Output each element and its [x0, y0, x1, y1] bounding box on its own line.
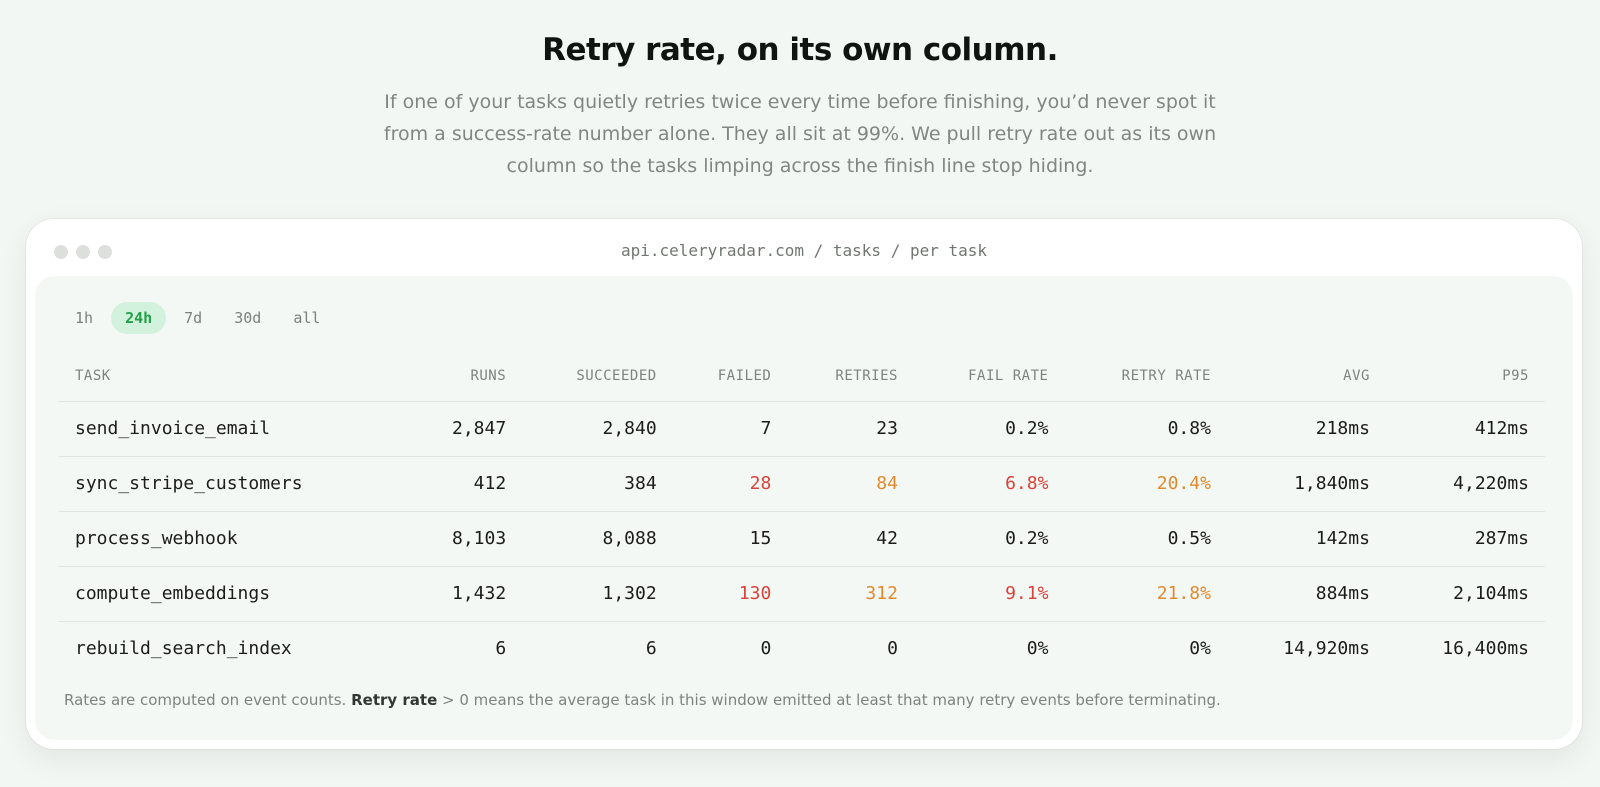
cell-succeeded: 8,088	[522, 511, 673, 567]
cell-p95: 4,220ms	[1385, 456, 1545, 512]
cell-failed: 7	[672, 401, 788, 457]
cell-task: sync_stripe_customers	[59, 456, 407, 512]
column-header-avg: AVG	[1226, 352, 1386, 402]
cell-avg: 14,920ms	[1283, 638, 1370, 660]
cell-retry-rate: 0.8%	[1064, 401, 1227, 457]
cell-failed: 0	[760, 638, 772, 660]
table-row[interactable]: rebuild_search_index 6 6 0 0 0% 0% 14,920ms 16,4…	[59, 621, 1545, 676]
cell-p95: 2,104ms	[1385, 566, 1545, 622]
hero: Retry rate, on its own column. If one of…	[0, 0, 1600, 182]
time-range-selector: 1h 24h 7d 30d all	[61, 302, 334, 334]
table-row[interactable]: send_invoice_email 2,847 2,840 7 23 0.2% 0.8% 2…	[59, 401, 1545, 457]
cell-runs: 8,103	[406, 511, 523, 567]
column-header-fail-rate: FAIL RATE	[913, 352, 1065, 402]
cell-failed: 28	[672, 456, 788, 512]
cell-retry-rate: 0.5%	[1064, 511, 1227, 567]
page-title: Retry rate, on its own column.	[542, 32, 1058, 68]
cell-runs: 412	[406, 456, 523, 512]
cell-task: compute_embeddings	[59, 566, 407, 622]
cell-task: send_invoice_email	[59, 401, 407, 457]
footnote-prefix: Rates are computed on event counts.	[64, 691, 352, 709]
cell-runs: 6	[495, 638, 507, 660]
window-controls	[54, 245, 112, 259]
footnote-suffix: > 0 means the average task in this windo…	[437, 691, 1221, 709]
column-header-retries: RETRIES	[787, 352, 914, 402]
table-header-row: TASK RUNS SUCCEEDED FAILED RETRIES FAIL RATE R…	[59, 352, 1545, 402]
cell-failed: 15	[672, 511, 788, 567]
cell-retry-rate: 21.8%	[1064, 566, 1227, 622]
cell-retries: 0	[887, 638, 898, 660]
footnote-bold: Retry rate	[351, 691, 438, 709]
url-bar: api.celeryradar.com / tasks / per task	[620, 241, 988, 260]
cell-retry-rate: 0%	[1189, 638, 1211, 660]
tasks-panel: 1h 24h 7d 30d all TASK RUNS SUCCEEDED FAILED RET…	[35, 276, 1573, 740]
cell-retries: 312	[787, 566, 914, 622]
range-1h[interactable]: 1h	[75, 309, 94, 327]
column-header-retry-rate: RETRY RATE	[1064, 352, 1227, 402]
cell-fail-rate: 0%	[1026, 638, 1049, 660]
range-30d[interactable]: 30d	[234, 309, 262, 327]
cell-fail-rate: 0.2%	[913, 511, 1065, 567]
cell-fail-rate: 6.8%	[913, 456, 1065, 512]
cell-retries: 84	[787, 456, 914, 512]
column-header-succeeded: SUCCEEDED	[522, 352, 673, 402]
window-dot-icon[interactable]	[76, 245, 90, 259]
cell-runs: 1,432	[406, 566, 523, 622]
cell-fail-rate: 9.1%	[913, 566, 1065, 622]
cell-retries: 23	[787, 401, 914, 457]
table-row[interactable]: compute_embeddings 1,432 1,302 130 312 9.1% 21…	[59, 566, 1545, 622]
column-header-p95: P95	[1385, 352, 1545, 402]
range-24h[interactable]: 24h	[111, 302, 167, 334]
cell-succeeded: 6	[645, 638, 657, 660]
footnote: Rates are computed on event counts. Retr…	[64, 691, 1221, 709]
cell-succeeded: 1,302	[522, 566, 673, 622]
column-header-runs: RUNS	[406, 352, 523, 402]
cell-avg: 142ms	[1226, 511, 1386, 567]
column-header-failed: FAILED	[672, 352, 788, 402]
table-row[interactable]: process_webhook 8,103 8,088 15 42 0.2% 0.5% 142…	[59, 511, 1545, 567]
cell-p95: 16,400ms	[1442, 638, 1529, 660]
table-row[interactable]: sync_stripe_customers 412 384 28 84 6.8% 20.4%…	[59, 456, 1545, 512]
browser-window: api.celeryradar.com / tasks / per task 1…	[26, 219, 1582, 749]
cell-task: process_webhook	[59, 511, 407, 567]
column-header-task: TASK	[59, 352, 407, 402]
cell-avg: 884ms	[1226, 566, 1386, 622]
cell-fail-rate: 0.2%	[913, 401, 1065, 457]
range-7d[interactable]: 7d	[184, 309, 203, 327]
cell-p95: 412ms	[1385, 401, 1545, 457]
cell-failed: 130	[672, 566, 788, 622]
cell-retry-rate: 20.4%	[1064, 456, 1227, 512]
window-dot-icon[interactable]	[98, 245, 112, 259]
tasks-table: TASK RUNS SUCCEEDED FAILED RETRIES FAIL RATE R…	[59, 352, 1545, 676]
range-all[interactable]: all	[293, 309, 321, 327]
cell-retries: 42	[787, 511, 914, 567]
cell-task: rebuild_search_index	[75, 638, 292, 660]
cell-runs: 2,847	[406, 401, 523, 457]
cell-avg: 1,840ms	[1226, 456, 1386, 512]
cell-succeeded: 2,840	[522, 401, 673, 457]
window-dot-icon[interactable]	[54, 245, 68, 259]
cell-avg: 218ms	[1226, 401, 1386, 457]
page-subtitle: If one of your tasks quietly retries twi…	[383, 91, 1217, 177]
cell-p95: 287ms	[1385, 511, 1545, 567]
cell-succeeded: 384	[522, 456, 673, 512]
